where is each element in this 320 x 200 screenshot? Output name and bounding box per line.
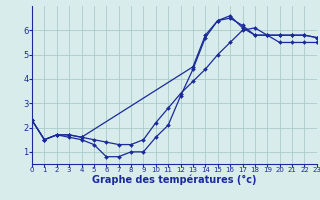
X-axis label: Graphe des températures (°c): Graphe des températures (°c) — [92, 175, 257, 185]
